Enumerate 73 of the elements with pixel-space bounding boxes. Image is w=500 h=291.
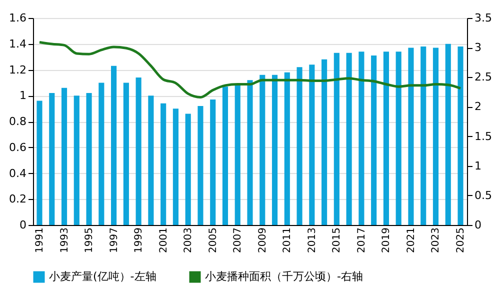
x-tick-label: 2013 bbox=[306, 228, 318, 253]
y2-tick-label: 1.5 bbox=[474, 130, 492, 143]
y2-tick-label: 0 bbox=[474, 218, 482, 232]
bar bbox=[358, 52, 364, 225]
legend-label: 小麦产量(亿吨）-左轴 bbox=[49, 270, 156, 283]
y-tick-label: 0.6 bbox=[9, 140, 26, 154]
x-tick-label: 2017 bbox=[356, 228, 368, 253]
y2-tick-label: 3.5 bbox=[474, 12, 492, 24]
y2-tick-label: 2 bbox=[474, 100, 482, 114]
bar bbox=[383, 52, 389, 225]
bar bbox=[36, 100, 42, 225]
bar bbox=[136, 78, 142, 225]
bar bbox=[371, 56, 377, 225]
bar bbox=[98, 82, 104, 225]
line-series bbox=[38, 41, 462, 98]
legend-label: 小麦播种面积（千万公顷）-右轴 bbox=[205, 270, 363, 283]
x-tick-label: 2019 bbox=[381, 228, 392, 253]
y-tick-label: 0 bbox=[20, 218, 26, 232]
x-tick-label: 2011 bbox=[282, 228, 294, 253]
bar bbox=[309, 64, 315, 225]
bar bbox=[210, 100, 216, 225]
bar bbox=[296, 67, 302, 225]
bar bbox=[346, 52, 352, 225]
bar bbox=[458, 46, 464, 225]
x-tick-label: 1993 bbox=[59, 228, 70, 253]
y-tick-label: 0.4 bbox=[9, 166, 26, 180]
x-tick-label: 2009 bbox=[257, 228, 268, 253]
x-tick-label: 2005 bbox=[208, 228, 219, 253]
x-tick-label: 2015 bbox=[332, 228, 343, 253]
bar bbox=[247, 80, 253, 225]
bar bbox=[260, 74, 266, 225]
bar bbox=[420, 46, 426, 225]
bar bbox=[185, 114, 191, 225]
bar bbox=[445, 44, 451, 225]
y-tick-label: 0.8 bbox=[9, 115, 26, 128]
y-tick-label: 1.6 bbox=[9, 12, 26, 24]
y-tick-label: 1.2 bbox=[9, 63, 26, 76]
bar bbox=[272, 74, 278, 225]
y2-tick-label: 0.5 bbox=[474, 188, 492, 202]
x-tick-label: 2003 bbox=[183, 228, 194, 253]
bar bbox=[334, 52, 340, 225]
bar bbox=[111, 66, 117, 225]
x-tick-label: 2007 bbox=[232, 228, 244, 253]
bar bbox=[396, 52, 402, 225]
bar bbox=[322, 59, 328, 225]
y2-tick-label: 3 bbox=[474, 41, 482, 54]
bar bbox=[123, 82, 129, 225]
x-tick-label: 1997 bbox=[108, 228, 120, 253]
bar bbox=[61, 88, 68, 225]
bar bbox=[86, 93, 92, 225]
x-tick-label: 2001 bbox=[158, 228, 170, 253]
bar bbox=[172, 108, 178, 225]
bar bbox=[234, 85, 240, 225]
x-tick-label: 2021 bbox=[406, 228, 417, 253]
bar bbox=[432, 48, 439, 225]
x-tick-label: 2025 bbox=[456, 228, 466, 253]
x-tick-label: 1999 bbox=[134, 228, 145, 253]
x-tick-label: 1995 bbox=[84, 228, 96, 253]
bar bbox=[160, 103, 166, 225]
y-tick-label: 1 bbox=[20, 89, 26, 102]
y-tick-label: 0.2 bbox=[9, 192, 26, 206]
y2-tick-label: 2.5 bbox=[474, 70, 492, 84]
bar bbox=[284, 72, 290, 225]
x-tick-label: 1991 bbox=[34, 228, 46, 253]
x-tick-label: 2023 bbox=[430, 228, 442, 253]
bar bbox=[148, 96, 154, 225]
y-tick-label: 1.4 bbox=[9, 37, 26, 50]
bar bbox=[198, 106, 204, 225]
bar bbox=[408, 48, 414, 225]
y2-tick-label: 1 bbox=[474, 159, 482, 172]
bar bbox=[74, 96, 80, 225]
bar bbox=[222, 86, 228, 225]
bar bbox=[49, 93, 55, 225]
